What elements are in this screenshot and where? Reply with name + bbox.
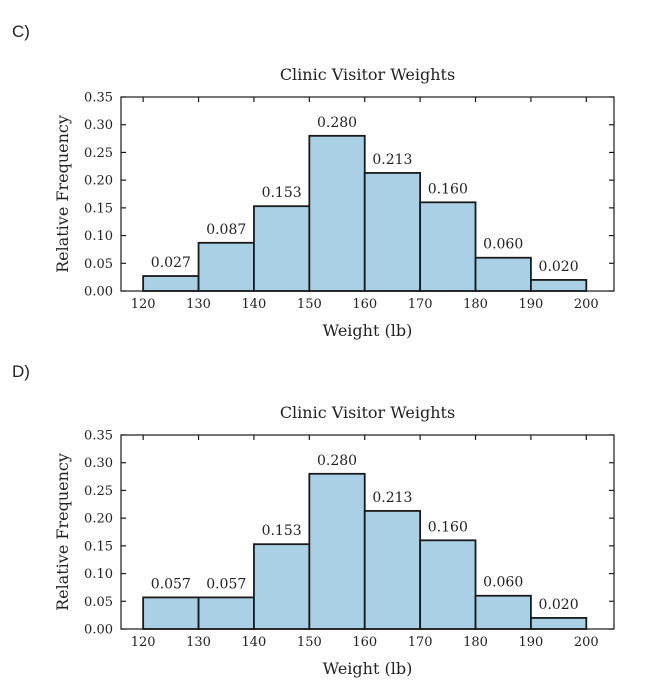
chart-0-bar-2 [253, 205, 311, 292]
chart-1-ytick-label-6: 0.30 [84, 456, 113, 471]
chart-1-bar-0 [142, 596, 200, 630]
chart-1-ylabel: Relative Frequency [53, 453, 72, 611]
chart-0-bar-5 [419, 201, 477, 292]
chart-0-bar-3 [308, 134, 366, 292]
chart-0-xtick-label-4: 160 [352, 297, 377, 312]
chart-1-xtick-label-3: 150 [297, 635, 322, 650]
chart-0-xtick-label-0: 120 [131, 297, 156, 312]
chart-0-bar-7 [530, 279, 588, 292]
chart-0-value-label-2: 0.153 [262, 185, 302, 201]
chart-0-value-label-5: 0.160 [428, 181, 468, 197]
chart-0-xtick-label-3: 150 [297, 297, 322, 312]
chart-1-xtick-label-5: 170 [408, 635, 433, 650]
chart-0-plot-frame [120, 96, 615, 292]
chart-1-xtick-label-0: 120 [131, 635, 156, 650]
chart-1-title: Clinic Visitor Weights [280, 403, 455, 422]
chart-1-bar-2 [253, 543, 311, 630]
chart-0-xtick-label-5: 170 [408, 297, 433, 312]
chart-1-plot-frame [120, 434, 615, 630]
chart-0-value-label-3: 0.280 [317, 115, 357, 131]
chart-0-ytick-label-0: 0.00 [84, 285, 113, 300]
histogram-chart-d: Clinic Visitor Weights 0.057 0.057 0.153 0.2… [53, 403, 615, 678]
chart-0-value-label-4: 0.213 [372, 152, 412, 168]
chart-0-xlabel: Weight (lb) [323, 321, 413, 340]
chart-1-value-label-4: 0.213 [372, 490, 412, 506]
chart-1-xtick-label-6: 180 [463, 635, 488, 650]
chart-1-value-label-6: 0.060 [483, 575, 523, 591]
chart-0-value-label-0: 0.027 [151, 255, 191, 271]
chart-0-ytick-label-3: 0.15 [84, 201, 113, 216]
chart-1-ytick-label-4: 0.20 [84, 512, 113, 527]
panel-label-c: C) [12, 22, 30, 41]
chart-1-ytick-label-0: 0.00 [84, 623, 113, 638]
chart-0-ytick-label-7: 0.35 [84, 91, 113, 106]
chart-0-bar-4 [363, 172, 422, 292]
chart-1-bar-5 [419, 539, 477, 630]
chart-0-ytick-label-4: 0.20 [84, 174, 113, 189]
chart-0-ytick-label-5: 0.25 [84, 146, 113, 161]
chart-1-bar-7 [530, 617, 588, 630]
chart-1-value-label-5: 0.160 [428, 519, 468, 535]
chart-1-value-label-2: 0.153 [262, 523, 302, 539]
chart-1-ytick-label-5: 0.25 [84, 484, 113, 499]
chart-0-title: Clinic Visitor Weights [280, 65, 455, 84]
chart-1-value-label-7: 0.020 [539, 597, 579, 613]
chart-1-ytick-label-3: 0.15 [84, 539, 113, 554]
chart-1-bar-6 [474, 594, 532, 630]
chart-1-bar-3 [308, 472, 366, 630]
chart-0-ylabel: Relative Frequency [53, 115, 72, 273]
chart-1-ytick-label-2: 0.10 [84, 567, 113, 582]
chart-1-xlabel: Weight (lb) [323, 659, 413, 678]
chart-0-xtick-label-2: 140 [242, 297, 267, 312]
chart-0-xtick-label-1: 130 [186, 297, 211, 312]
panel-label-d: D) [12, 362, 30, 381]
chart-0-xtick-label-8: 200 [574, 297, 599, 312]
chart-0-xtick-label-6: 180 [463, 297, 488, 312]
chart-0-value-label-7: 0.020 [539, 259, 579, 275]
chart-1-xtick-label-7: 190 [518, 635, 543, 650]
chart-0-ytick-label-2: 0.10 [84, 229, 113, 244]
chart-1-ytick-label-7: 0.35 [84, 429, 113, 444]
chart-0-ytick-label-1: 0.05 [84, 257, 113, 272]
chart-0-bar-0 [142, 275, 200, 292]
chart-0-bar-1 [197, 241, 255, 292]
chart-0-xtick-label-7: 190 [518, 297, 543, 312]
chart-0-value-label-1: 0.087 [206, 222, 246, 238]
chart-0-ytick-label-6: 0.30 [84, 118, 113, 133]
chart-1-value-label-0: 0.057 [151, 576, 191, 592]
chart-1-xtick-label-4: 160 [352, 635, 377, 650]
chart-1-value-label-3: 0.280 [317, 453, 357, 469]
chart-1-bar-1 [197, 596, 255, 630]
chart-1-ytick-label-1: 0.05 [84, 595, 113, 610]
histogram-chart-c: Clinic Visitor Weights 0.027 0.087 0.153 0.2… [53, 65, 615, 340]
chart-1-xtick-label-8: 200 [574, 635, 599, 650]
chart-1-xtick-label-2: 140 [242, 635, 267, 650]
chart-1-bar-4 [363, 510, 422, 630]
chart-1-xtick-label-1: 130 [186, 635, 211, 650]
chart-1-value-label-1: 0.057 [206, 576, 246, 592]
chart-0-bar-6 [474, 256, 532, 292]
chart-0-value-label-6: 0.060 [483, 237, 523, 253]
